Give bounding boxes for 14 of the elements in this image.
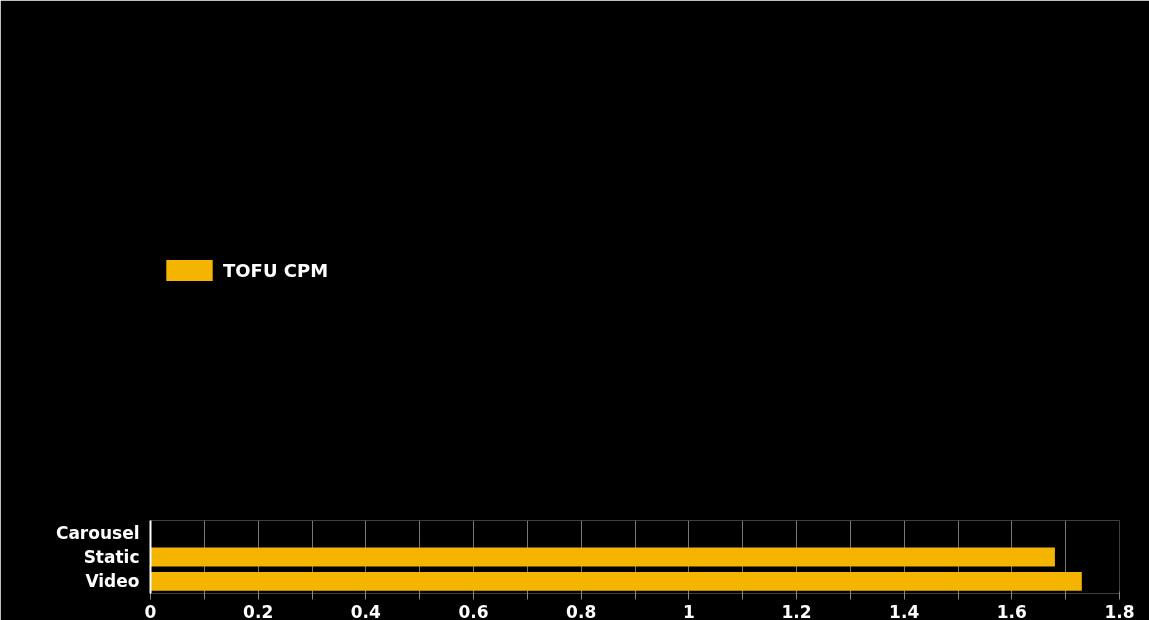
x-tick-label: 1.2 — [781, 601, 812, 620]
x-tick-label: 0.8 — [566, 601, 597, 620]
x-tick-label: 1.6 — [996, 601, 1027, 620]
x-tick-label: 1.4 — [889, 601, 920, 620]
x-tick-label: 1 — [682, 601, 695, 620]
x-tick-label: 0.2 — [243, 601, 274, 620]
x-tick-label: 0.4 — [350, 601, 382, 620]
x-tick-label: 1.8 — [1104, 601, 1135, 620]
legend-label: TOFU CPM — [223, 259, 329, 281]
x-tick-label: 0.6 — [458, 601, 489, 620]
y-tick-label: Carousel — [55, 522, 140, 543]
y-tick-label: Video — [85, 571, 140, 592]
y-tick-label: Static — [83, 547, 140, 567]
x-tick-label: 0 — [144, 601, 157, 620]
